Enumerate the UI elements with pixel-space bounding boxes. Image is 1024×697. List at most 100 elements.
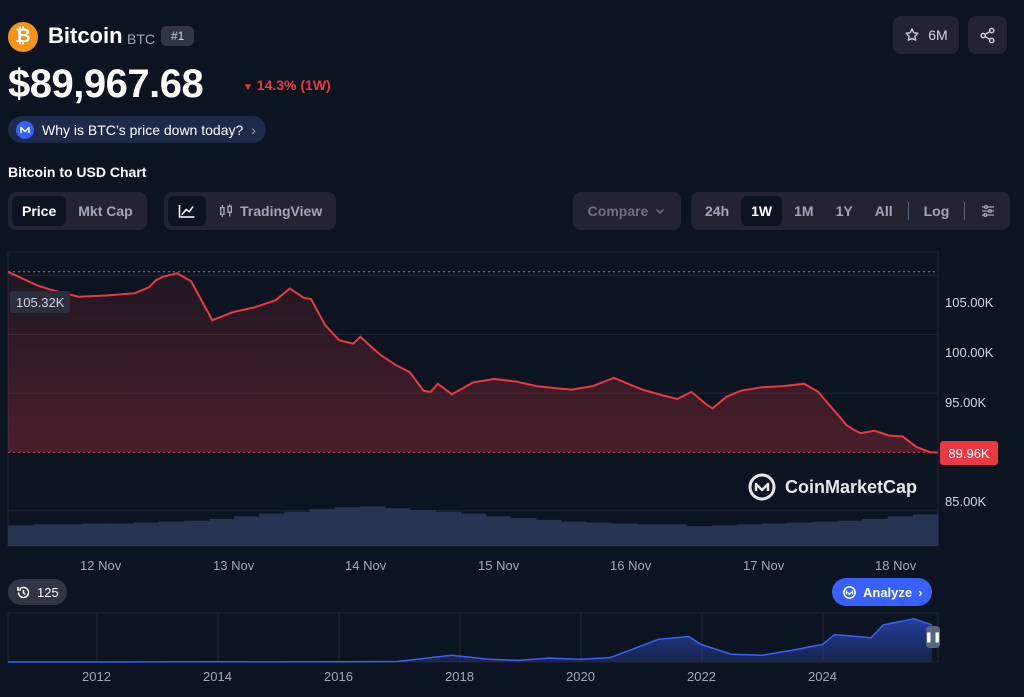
divider xyxy=(964,202,966,220)
volume-bar xyxy=(259,513,285,546)
volume-bar xyxy=(209,519,235,546)
volume-bar xyxy=(133,522,160,546)
coinmarketcap-watermark: CoinMarketCap xyxy=(747,472,917,502)
x-tick: 15 Nov xyxy=(478,558,520,573)
price-change: ▼ 14.3% (1W) xyxy=(243,77,331,93)
x-tick: 14 Nov xyxy=(345,558,387,573)
volume-bar xyxy=(33,524,59,546)
volume-bar xyxy=(359,506,386,546)
navigator-tick: 2018 xyxy=(445,669,474,684)
navigator-tick: 2012 xyxy=(82,669,111,684)
chart-settings-button[interactable] xyxy=(970,196,1006,226)
candlestick-icon xyxy=(220,204,232,217)
volume-bar xyxy=(108,523,135,546)
why-price-down-link[interactable]: Why is BTC’s price down today? › xyxy=(8,116,266,143)
volume-bar xyxy=(234,516,260,546)
volume-bar xyxy=(586,522,612,546)
chart-view-tabs: TradingView xyxy=(164,192,337,230)
tradingview-button[interactable]: TradingView xyxy=(208,196,332,226)
volume-bar xyxy=(636,524,663,546)
navigator-line xyxy=(8,618,933,663)
analyze-button[interactable]: Analyze › xyxy=(832,578,933,606)
volume-bar xyxy=(887,516,914,546)
navigator-tick: 2014 xyxy=(203,669,232,684)
y-tick-95k: 95.00K xyxy=(945,395,987,410)
high-price-tag: 105.32K xyxy=(10,291,71,313)
analyze-icon xyxy=(843,585,856,599)
price-chart[interactable] xyxy=(0,240,1024,697)
watermark-brand: CoinMarketCap xyxy=(785,476,918,497)
chart-type-tabs: Price Mkt Cap xyxy=(8,192,147,230)
y-tick-105k: 105.00K xyxy=(945,295,994,310)
volume-bar xyxy=(385,508,411,546)
navigator-tick: 2024 xyxy=(808,669,837,684)
history-button[interactable]: 125 xyxy=(8,579,67,605)
navigator-tick: 2022 xyxy=(687,669,716,684)
range-24h[interactable]: 24h xyxy=(705,203,730,219)
navigator-handle[interactable]: ❚❚ xyxy=(925,626,941,648)
price-line xyxy=(7,270,938,454)
volume-bar xyxy=(535,519,562,546)
price-value: $89,967.68 xyxy=(8,62,204,106)
bitcoin-icon: ₿ xyxy=(8,22,38,52)
volume-bar xyxy=(8,525,34,546)
coin-symbol: BTC xyxy=(127,31,155,47)
chevron-right-icon: › xyxy=(918,584,923,600)
volume-bar xyxy=(58,524,84,546)
range-1w[interactable]: 1W xyxy=(741,196,783,226)
volume-bar xyxy=(762,523,788,546)
navigator-tick: 2020 xyxy=(566,669,595,684)
line-chart-icon xyxy=(178,205,195,218)
compare-dropdown[interactable]: Compare xyxy=(573,192,681,230)
volume-bar xyxy=(410,510,436,546)
volume-bar xyxy=(83,523,110,546)
log-scale-toggle[interactable]: Log xyxy=(923,203,950,219)
analyze-label: Analyze xyxy=(863,584,913,600)
tab-mkt-cap[interactable]: Mkt Cap xyxy=(78,203,133,219)
x-tick: 18 Nov xyxy=(875,558,917,573)
current-price-tag: 89.96K xyxy=(940,441,998,465)
line-chart-button[interactable] xyxy=(168,196,206,226)
history-icon xyxy=(17,586,30,598)
volume-bar xyxy=(183,520,210,546)
share-button[interactable] xyxy=(968,16,1007,54)
y-tick-85k: 85.00K xyxy=(945,494,987,509)
volume-bar xyxy=(560,521,587,546)
range-1m[interactable]: 1M xyxy=(794,203,814,219)
price-change-value: 14.3% (1W) xyxy=(256,77,331,93)
volume-bar xyxy=(711,525,738,546)
volume-bar xyxy=(435,511,461,546)
ai-insight-icon xyxy=(16,120,34,139)
why-pill-label: Why is BTC’s price down today? xyxy=(42,121,244,138)
volume-bar xyxy=(686,526,713,546)
tradingview-label: TradingView xyxy=(240,203,323,219)
volume-bar xyxy=(812,521,838,546)
range-tabs: 24h 1W 1M 1Y All Log xyxy=(691,192,1011,230)
caret-down-icon: ▼ xyxy=(243,82,253,93)
chevron-down-icon xyxy=(656,208,665,215)
tab-price[interactable]: Price xyxy=(12,196,67,226)
x-tick: 17 Nov xyxy=(743,558,785,573)
navigator-area xyxy=(8,618,932,662)
volume-bar xyxy=(284,511,311,546)
volume-bar xyxy=(334,507,361,546)
volume-bar xyxy=(460,513,487,546)
chart-section-title: Bitcoin to USD Chart xyxy=(8,164,147,180)
rank-badge: #1 xyxy=(161,26,195,46)
star-icon xyxy=(905,28,919,41)
volume-bar xyxy=(510,518,537,546)
coinmarketcap-logo-icon xyxy=(748,473,776,501)
price-area-fill xyxy=(8,271,938,453)
volume-bar xyxy=(862,519,889,546)
range-all[interactable]: All xyxy=(874,203,893,219)
watchlist-button[interactable]: 6M xyxy=(893,16,959,54)
volume-bar xyxy=(485,516,512,546)
coin-name: Bitcoin xyxy=(48,23,123,48)
range-1y[interactable]: 1Y xyxy=(835,203,853,219)
share-icon xyxy=(980,27,995,43)
sliders-icon xyxy=(982,205,995,217)
volume-bar xyxy=(837,520,864,546)
x-tick: 16 Nov xyxy=(610,558,652,573)
compare-label: Compare xyxy=(587,203,649,219)
divider xyxy=(907,202,909,220)
